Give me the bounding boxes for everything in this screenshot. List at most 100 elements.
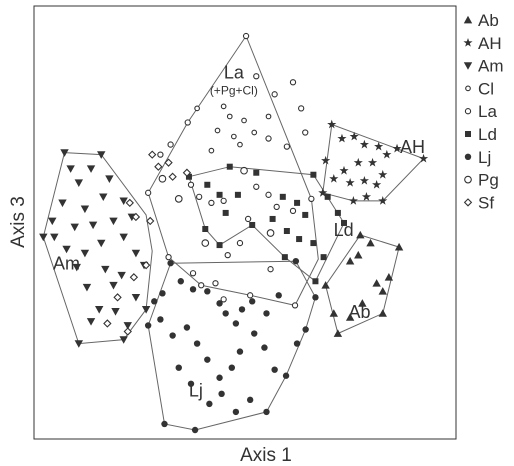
point-am — [39, 233, 48, 242]
point-lj — [216, 300, 223, 307]
legend-item-ld: Ld — [465, 125, 497, 144]
point-am — [60, 149, 69, 157]
point-la — [212, 280, 219, 287]
point-ah — [359, 139, 369, 149]
point-am — [109, 217, 118, 226]
legend-marker-ab — [463, 15, 473, 24]
point-lj — [302, 326, 309, 333]
hull-ld — [188, 166, 345, 283]
group-label-la: La — [224, 62, 245, 82]
hull-ah — [322, 123, 425, 202]
legend: Ab AH Am Cl La Ld Lj Pg Sf — [463, 11, 504, 212]
point-cl — [208, 147, 215, 154]
point-lj — [228, 364, 235, 371]
point-la — [289, 207, 297, 215]
legend-marker-am — [463, 62, 473, 70]
legend-marker-cl — [465, 85, 471, 92]
point-lj — [204, 356, 211, 363]
point-ld — [283, 228, 290, 235]
point-lj — [177, 278, 184, 285]
legend-marker-lj — [464, 153, 472, 160]
point-ah — [345, 177, 355, 187]
point-ah — [359, 175, 369, 185]
point-lj — [271, 366, 278, 373]
point-ld — [202, 226, 209, 232]
series-ld — [185, 163, 347, 285]
point-lj — [232, 408, 240, 416]
point-lj — [293, 340, 301, 347]
point-sf — [123, 327, 132, 336]
point-lj — [236, 348, 244, 355]
point-lj — [222, 310, 229, 317]
point-sf — [141, 261, 151, 270]
point-ld — [222, 209, 229, 216]
point-ld — [281, 254, 288, 261]
point-lj — [206, 400, 213, 408]
group-label-ab: Ab — [348, 302, 370, 322]
point-am — [74, 340, 83, 348]
legend-item-pg: Pg — [464, 171, 499, 190]
legend-label-ah: AH — [478, 34, 502, 53]
point-la — [267, 266, 274, 273]
legend-marker-ah — [463, 38, 473, 47]
point-ah — [378, 169, 388, 179]
point-am — [105, 175, 114, 183]
legend-marker-ld — [465, 131, 471, 137]
point-sf — [182, 168, 192, 177]
point-am — [58, 199, 67, 208]
point-ah — [418, 153, 429, 163]
point-sf — [168, 172, 177, 181]
point-am — [131, 293, 141, 302]
point-la — [187, 181, 195, 188]
point-ab — [345, 256, 355, 265]
point-cl — [214, 127, 221, 134]
legend-label-la: La — [478, 102, 497, 121]
point-lj — [144, 322, 152, 329]
point-ah — [348, 196, 358, 205]
point-am — [86, 165, 96, 173]
point-ld — [296, 236, 303, 243]
point-ld — [294, 199, 301, 206]
point-ld — [249, 221, 256, 228]
point-lj — [263, 310, 270, 317]
point-am — [80, 205, 90, 214]
legend-label-ld: Ld — [478, 125, 497, 144]
point-ah — [329, 173, 339, 183]
point-ld — [253, 169, 260, 176]
point-lj — [151, 298, 158, 305]
legend-marker-sf — [463, 198, 473, 207]
point-cl — [251, 129, 258, 136]
point-sf — [103, 319, 112, 328]
point-la — [283, 143, 291, 150]
point-la — [198, 282, 205, 289]
point-cl — [220, 103, 227, 110]
legend-label-cl: Cl — [478, 79, 494, 98]
legend-item-lj: Lj — [464, 148, 491, 167]
point-la — [220, 296, 227, 303]
point-am — [109, 281, 118, 290]
point-am — [131, 249, 141, 258]
point-la — [253, 73, 260, 80]
point-ld — [324, 193, 331, 200]
point-am — [99, 193, 108, 202]
point-ab — [394, 242, 404, 251]
hull-am — [42, 152, 153, 345]
point-am — [62, 245, 71, 254]
point-lj — [232, 320, 240, 327]
legend-marker-pg — [464, 175, 472, 184]
legend-label-pg: Pg — [478, 171, 499, 190]
point-cl — [265, 113, 272, 120]
point-la — [265, 135, 272, 142]
point-sf — [148, 150, 157, 159]
point-lj — [167, 259, 174, 267]
legend-item-ab: Ab — [463, 11, 499, 30]
legend-item-cl: Cl — [465, 79, 494, 98]
point-ab — [354, 250, 363, 259]
point-ah — [349, 131, 359, 141]
point-lj — [246, 396, 254, 404]
point-cl — [230, 133, 237, 140]
plot-frame — [33, 5, 457, 440]
point-ab — [366, 238, 375, 247]
point-la — [291, 302, 299, 309]
point-ah — [382, 149, 392, 159]
